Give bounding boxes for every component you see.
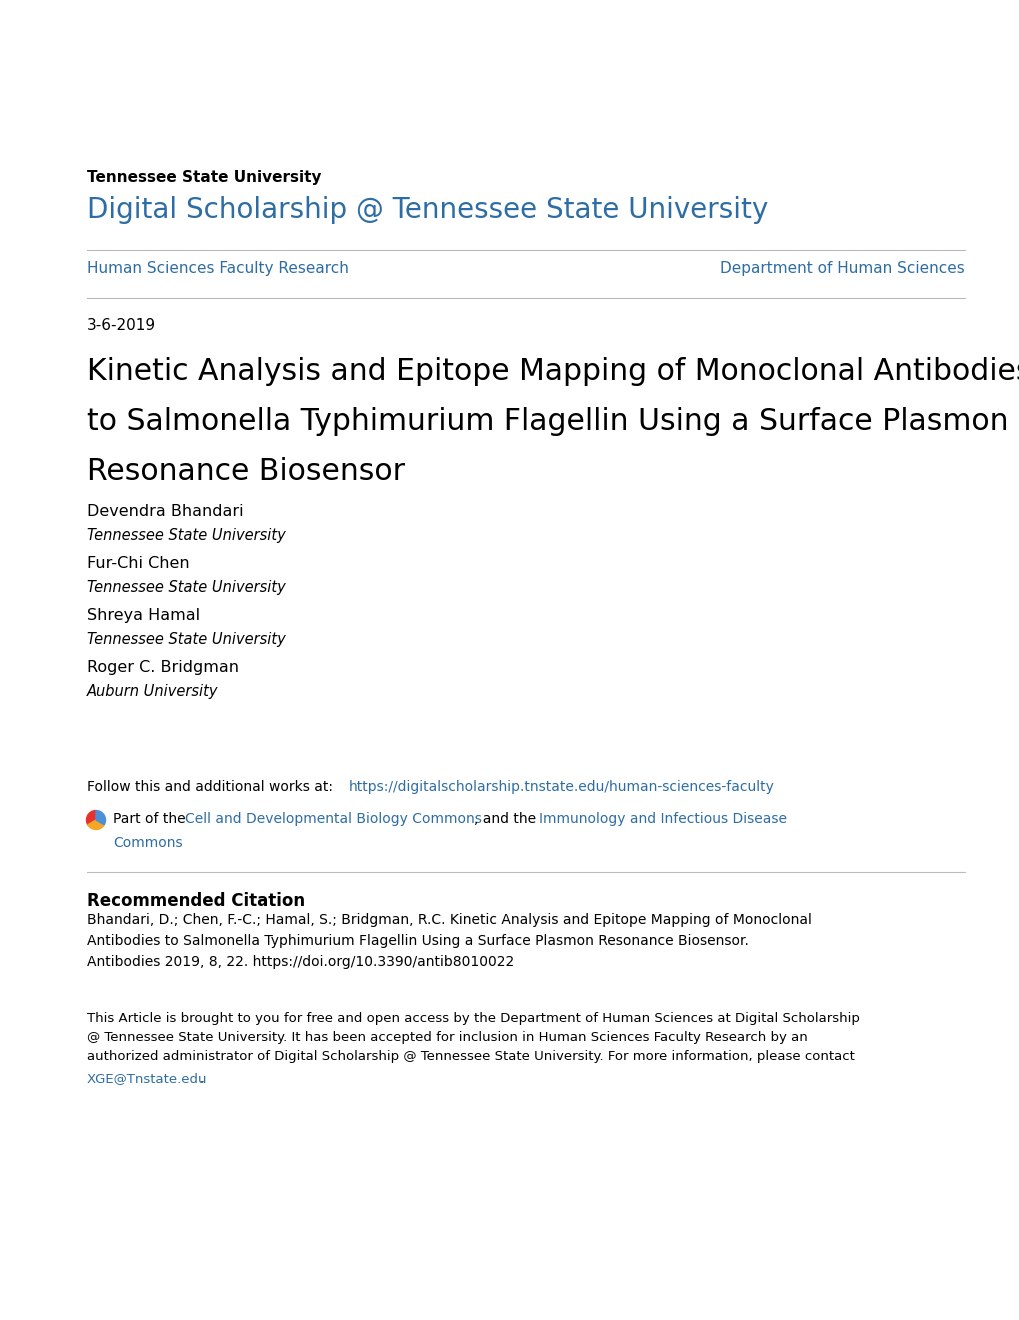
Text: Auburn University: Auburn University — [87, 684, 218, 700]
Text: Fur-Chi Chen: Fur-Chi Chen — [87, 556, 190, 572]
Text: Tennessee State University: Tennessee State University — [87, 632, 285, 647]
Text: , and the: , and the — [474, 812, 540, 826]
Text: This Article is brought to you for free and open access by the Department of Hum: This Article is brought to you for free … — [87, 1012, 859, 1026]
Wedge shape — [87, 810, 96, 825]
Text: Follow this and additional works at:: Follow this and additional works at: — [87, 780, 337, 795]
Text: Digital Scholarship @ Tennessee State University: Digital Scholarship @ Tennessee State Un… — [87, 195, 767, 224]
Text: 3-6-2019: 3-6-2019 — [87, 318, 156, 333]
Text: authorized administrator of Digital Scholarship @ Tennessee State University. Fo: authorized administrator of Digital Scho… — [87, 1049, 854, 1063]
Wedge shape — [88, 820, 104, 829]
Text: Tennessee State University: Tennessee State University — [87, 170, 321, 185]
Text: Cell and Developmental Biology Commons: Cell and Developmental Biology Commons — [184, 812, 481, 826]
Text: Tennessee State University: Tennessee State University — [87, 528, 285, 543]
Text: XGE@Tnstate.edu: XGE@Tnstate.edu — [87, 1072, 207, 1085]
Text: Antibodies to Salmonella Typhimurium Flagellin Using a Surface Plasmon Resonance: Antibodies to Salmonella Typhimurium Fla… — [87, 935, 748, 948]
Text: Immunology and Infectious Disease: Immunology and Infectious Disease — [538, 812, 787, 826]
Text: Resonance Biosensor: Resonance Biosensor — [87, 457, 405, 486]
Text: Part of the: Part of the — [113, 812, 190, 826]
Text: Shreya Hamal: Shreya Hamal — [87, 609, 200, 623]
Text: Kinetic Analysis and Epitope Mapping of Monoclonal Antibodies: Kinetic Analysis and Epitope Mapping of … — [87, 356, 1019, 385]
Text: .: . — [200, 1072, 204, 1085]
Text: https://digitalscholarship.tnstate.edu/human-sciences-faculty: https://digitalscholarship.tnstate.edu/h… — [348, 780, 774, 795]
Text: Human Sciences Faculty Research: Human Sciences Faculty Research — [87, 261, 348, 276]
Text: Tennessee State University: Tennessee State University — [87, 579, 285, 595]
Text: to Salmonella Typhimurium Flagellin Using a Surface Plasmon: to Salmonella Typhimurium Flagellin Usin… — [87, 407, 1008, 436]
Text: Roger C. Bridgman: Roger C. Bridgman — [87, 660, 238, 675]
Text: Recommended Citation: Recommended Citation — [87, 892, 305, 909]
Text: @ Tennessee State University. It has been accepted for inclusion in Human Scienc: @ Tennessee State University. It has bee… — [87, 1031, 807, 1044]
Wedge shape — [96, 810, 105, 825]
Text: Devendra Bhandari: Devendra Bhandari — [87, 504, 244, 519]
Text: Bhandari, D.; Chen, F.-C.; Hamal, S.; Bridgman, R.C. Kinetic Analysis and Epitop: Bhandari, D.; Chen, F.-C.; Hamal, S.; Br… — [87, 913, 811, 927]
Text: Department of Human Sciences: Department of Human Sciences — [719, 261, 964, 276]
Text: Commons: Commons — [113, 836, 182, 850]
Text: Antibodies 2019, 8, 22. https://doi.org/10.3390/antib8010022: Antibodies 2019, 8, 22. https://doi.org/… — [87, 954, 514, 969]
